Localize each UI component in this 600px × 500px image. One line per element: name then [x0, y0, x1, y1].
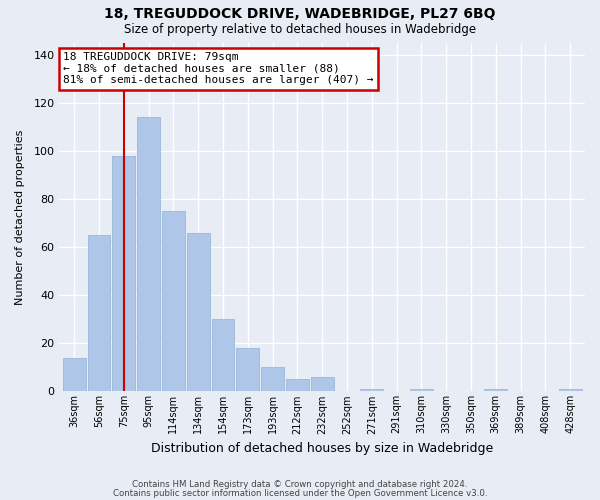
Bar — [311, 377, 334, 392]
Bar — [162, 211, 185, 392]
Bar — [484, 389, 507, 392]
Text: Contains HM Land Registry data © Crown copyright and database right 2024.: Contains HM Land Registry data © Crown c… — [132, 480, 468, 489]
Bar — [63, 358, 86, 392]
Bar — [212, 319, 235, 392]
Bar — [261, 368, 284, 392]
Bar — [410, 389, 433, 392]
Bar — [88, 235, 110, 392]
Bar — [286, 380, 309, 392]
Text: 18, TREGUDDOCK DRIVE, WADEBRIDGE, PL27 6BQ: 18, TREGUDDOCK DRIVE, WADEBRIDGE, PL27 6… — [104, 8, 496, 22]
Y-axis label: Number of detached properties: Number of detached properties — [15, 130, 25, 304]
Bar — [137, 117, 160, 392]
Bar — [112, 156, 135, 392]
Bar — [187, 232, 209, 392]
X-axis label: Distribution of detached houses by size in Wadebridge: Distribution of detached houses by size … — [151, 442, 493, 455]
Text: Contains public sector information licensed under the Open Government Licence v3: Contains public sector information licen… — [113, 488, 487, 498]
Bar — [236, 348, 259, 392]
Text: 18 TREGUDDOCK DRIVE: 79sqm
← 18% of detached houses are smaller (88)
81% of semi: 18 TREGUDDOCK DRIVE: 79sqm ← 18% of deta… — [63, 52, 374, 86]
Bar — [559, 389, 581, 392]
Text: Size of property relative to detached houses in Wadebridge: Size of property relative to detached ho… — [124, 22, 476, 36]
Bar — [361, 389, 383, 392]
